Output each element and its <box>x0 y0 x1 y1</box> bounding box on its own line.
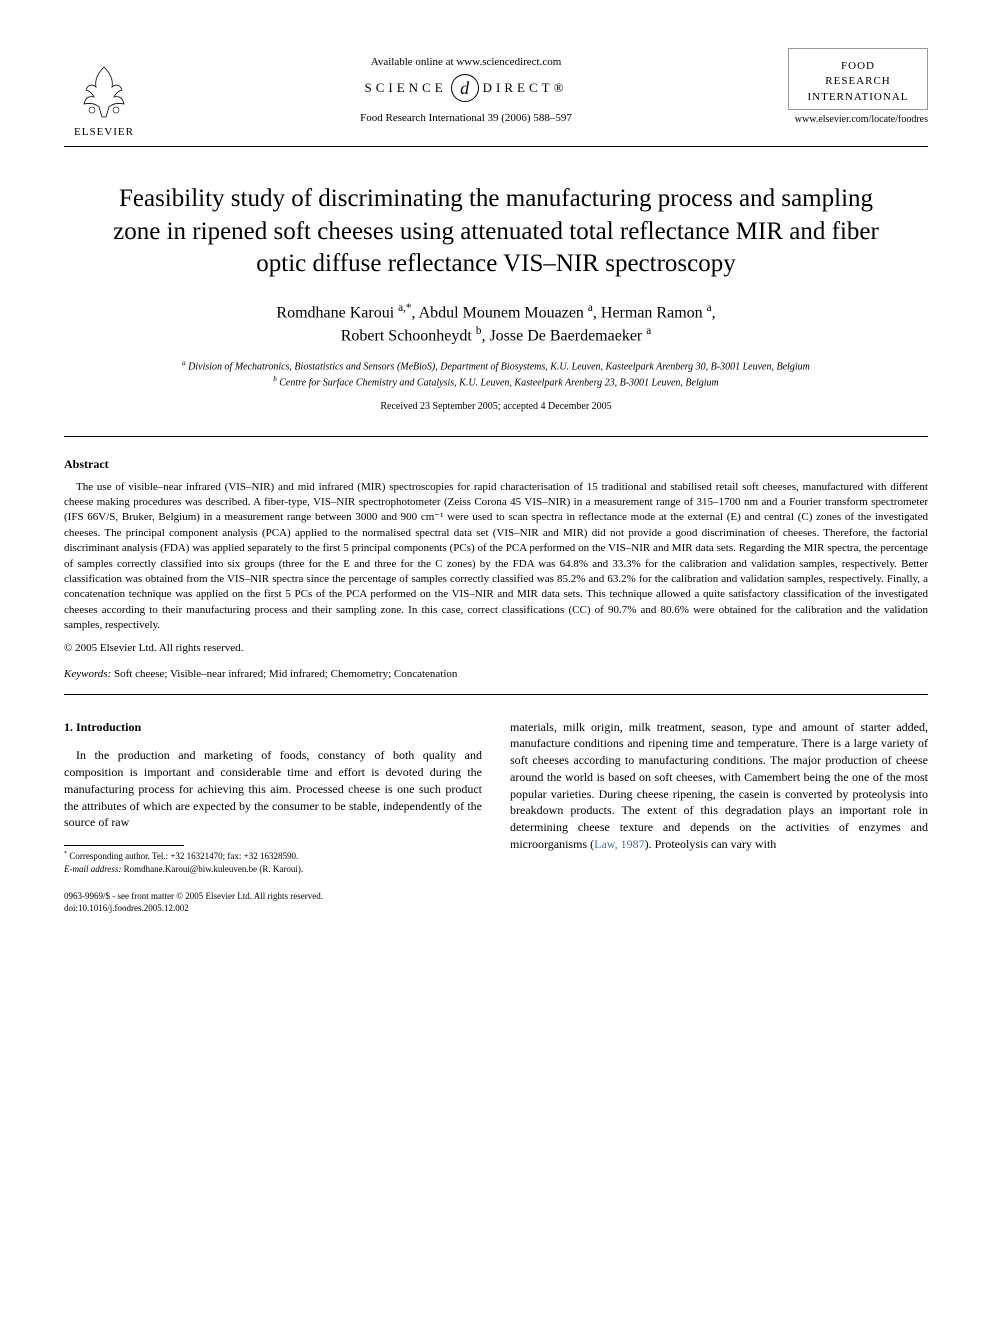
col2-para1: materials, milk origin, milk treatment, … <box>510 719 928 853</box>
citation-link[interactable]: Law, 1987 <box>594 837 645 851</box>
col2-para1b: ). Proteolysis can vary with <box>645 837 777 851</box>
footnote-email-address[interactable]: Romdhane.Karoui@biw.kuleuven.be <box>124 864 257 874</box>
footnote-email-label: E-mail address: <box>64 864 124 874</box>
authors: Romdhane Karoui a,*, Abdul Mounem Mouaze… <box>64 301 928 348</box>
journal-box-line3: INTERNATIONAL <box>801 90 915 105</box>
header-divider <box>64 146 928 147</box>
sd-text-left: SCIENCE <box>365 80 447 96</box>
affil-b: Centre for Surface Chemistry and Catalys… <box>277 378 719 389</box>
author-2: , Abdul Mounem Mouazen <box>412 304 588 321</box>
article-title: Feasibility study of discriminating the … <box>104 183 888 281</box>
column-right: materials, milk origin, milk treatment, … <box>510 719 928 915</box>
footer-info: 0963-9969/$ - see front matter © 2005 El… <box>64 891 482 914</box>
available-online-text: Available online at www.sciencedirect.co… <box>144 56 788 68</box>
abstract-copyright: © 2005 Elsevier Ltd. All rights reserved… <box>64 642 928 654</box>
author-comma: , <box>712 304 716 321</box>
abstract-heading: Abstract <box>64 457 928 472</box>
keywords-text: Soft cheese; Visible–near infrared; Mid … <box>114 668 457 680</box>
journal-box-line2: RESEARCH <box>801 74 915 89</box>
column-left: 1. Introduction In the production and ma… <box>64 719 482 915</box>
footer-line2: doi:10.1016/j.foodres.2005.12.002 <box>64 903 482 915</box>
section-1-heading: 1. Introduction <box>64 719 482 736</box>
abstract-bottom-divider <box>64 694 928 695</box>
sd-text-right: DIRECT® <box>483 80 568 96</box>
sciencedirect-logo: SCIENCE d DIRECT® <box>144 74 788 102</box>
footnote-email: E-mail address: Romdhane.Karoui@biw.kule… <box>64 863 482 876</box>
received-date: Received 23 September 2005; accepted 4 D… <box>64 401 928 412</box>
journal-box-line1: FOOD <box>801 59 915 74</box>
keywords: Keywords: Soft cheese; Visible–near infr… <box>64 668 928 680</box>
footer-line1: 0963-9969/$ - see front matter © 2005 El… <box>64 891 482 903</box>
body-columns: 1. Introduction In the production and ma… <box>64 719 928 915</box>
footnote-corresponding: * Corresponding author. Tel.: +32 163214… <box>64 850 482 863</box>
footnote-divider <box>64 845 184 846</box>
header-row: ELSEVIER Available online at www.science… <box>64 48 928 138</box>
journal-box: FOOD RESEARCH INTERNATIONAL <box>788 48 928 110</box>
author-4: Robert Schoonheydt <box>341 328 476 345</box>
author-5: , Josse De Baerdemaeker <box>481 328 646 345</box>
publisher-logo: ELSEVIER <box>64 48 144 138</box>
author-1: Romdhane Karoui <box>276 304 398 321</box>
affil-a: Division of Mechatronics, Biostatistics … <box>186 361 810 372</box>
journal-citation: Food Research International 39 (2006) 58… <box>144 112 788 124</box>
col2-para1a: materials, milk origin, milk treatment, … <box>510 720 928 852</box>
journal-box-container: FOOD RESEARCH INTERNATIONAL www.elsevier… <box>788 48 928 127</box>
footnote-corresponding-text: Corresponding author. Tel.: +32 16321470… <box>67 851 298 861</box>
col1-para1: In the production and marketing of foods… <box>64 747 482 831</box>
abstract-top-divider <box>64 436 928 437</box>
footnote-email-author: (R. Karoui). <box>257 864 303 874</box>
sd-circle-icon: d <box>451 74 479 102</box>
author-3: , Herman Ramon <box>593 304 707 321</box>
center-header: Available online at www.sciencedirect.co… <box>144 48 788 124</box>
abstract-text: The use of visible–near infrared (VIS–NI… <box>64 480 928 634</box>
elsevier-tree-icon <box>74 62 134 122</box>
keywords-label: Keywords: <box>64 668 114 680</box>
author-5-sup: a <box>646 325 651 337</box>
affiliations: a Division of Mechatronics, Biostatistic… <box>64 358 928 391</box>
journal-url: www.elsevier.com/locate/foodres <box>788 114 928 125</box>
author-1-sup: a,* <box>398 302 411 314</box>
publisher-name: ELSEVIER <box>74 126 134 138</box>
